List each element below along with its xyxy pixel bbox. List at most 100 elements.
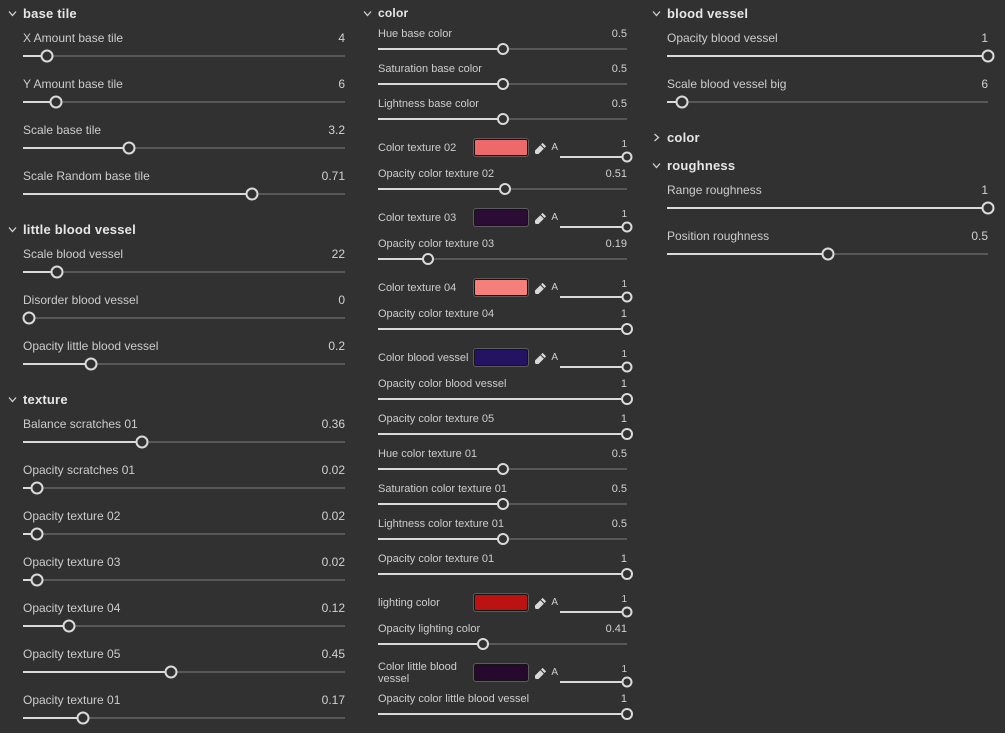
slider-track[interactable] <box>23 662 345 681</box>
alpha-slider-track[interactable] <box>560 360 633 373</box>
slider-handle[interactable] <box>496 113 509 125</box>
slider-track[interactable] <box>378 181 627 195</box>
param-value[interactable]: 0.02 <box>321 555 345 569</box>
param-value[interactable]: 0.17 <box>321 693 345 707</box>
eyedropper-icon[interactable] <box>535 142 547 154</box>
color-swatch[interactable] <box>474 279 529 296</box>
param-value[interactable]: 0.2 <box>328 339 345 353</box>
slider-handle[interactable] <box>981 201 995 215</box>
slider-track[interactable] <box>378 76 627 90</box>
section-header-color[interactable]: color <box>362 6 627 20</box>
slider-handle[interactable] <box>621 568 633 580</box>
param-value[interactable]: 0.41 <box>605 623 627 635</box>
slider-handle[interactable] <box>981 49 995 63</box>
slider-track[interactable] <box>378 566 633 580</box>
slider-handle[interactable] <box>421 253 434 265</box>
param-value[interactable]: 3.2 <box>328 123 345 137</box>
param-value[interactable]: 0.5 <box>611 28 627 40</box>
alpha-slider-handle[interactable] <box>621 361 633 372</box>
section-header-base-tile[interactable]: base tile <box>7 6 345 21</box>
param-value[interactable]: 0.19 <box>605 238 627 250</box>
param-value[interactable]: 1 <box>620 553 627 565</box>
slider-track[interactable] <box>23 354 345 373</box>
slider-track[interactable] <box>23 432 345 451</box>
param-value[interactable]: 1 <box>981 31 988 45</box>
param-value[interactable]: 1 <box>620 693 627 705</box>
slider-track[interactable] <box>378 636 627 650</box>
section-header-texture[interactable]: texture <box>7 392 345 407</box>
eyedropper-icon[interactable] <box>535 212 547 224</box>
alpha-slider-track[interactable] <box>560 290 633 303</box>
alpha-value[interactable]: 1 <box>621 348 627 360</box>
param-value[interactable]: 6 <box>338 77 345 91</box>
slider-track[interactable] <box>667 244 988 263</box>
slider-track[interactable] <box>23 138 345 157</box>
slider-track[interactable] <box>667 92 988 111</box>
alpha-slider-handle[interactable] <box>621 221 633 232</box>
param-value[interactable]: 1 <box>620 308 627 320</box>
slider-track[interactable] <box>378 321 633 335</box>
slider-handle[interactable] <box>496 463 509 475</box>
slider-handle[interactable] <box>84 357 98 371</box>
alpha-value[interactable]: 1 <box>621 663 627 675</box>
slider-handle[interactable] <box>621 428 633 440</box>
alpha-slider-track[interactable] <box>560 150 633 163</box>
param-value[interactable]: 0.5 <box>611 518 627 530</box>
slider-handle[interactable] <box>76 711 90 725</box>
slider-track[interactable] <box>23 92 345 111</box>
slider-track[interactable] <box>23 616 345 635</box>
slider-handle[interactable] <box>30 527 44 541</box>
slider-track[interactable] <box>378 251 627 265</box>
slider-track[interactable] <box>22 308 345 327</box>
param-value[interactable]: 0.12 <box>321 601 345 615</box>
color-swatch[interactable] <box>474 139 529 156</box>
section-header-color[interactable]: color <box>651 130 988 145</box>
alpha-slider-handle[interactable] <box>621 606 633 617</box>
param-value[interactable]: 0.02 <box>321 509 345 523</box>
slider-handle[interactable] <box>496 498 509 510</box>
slider-handle[interactable] <box>245 187 259 201</box>
slider-handle[interactable] <box>498 183 511 195</box>
color-swatch[interactable] <box>474 209 529 226</box>
section-header-little-blood-vessel[interactable]: little blood vessel <box>7 222 345 237</box>
slider-handle[interactable] <box>496 43 509 55</box>
eyedropper-icon[interactable] <box>535 597 547 609</box>
slider-track[interactable] <box>23 478 345 497</box>
alpha-slider-handle[interactable] <box>621 676 633 687</box>
alpha-slider-track[interactable] <box>560 220 633 233</box>
alpha-slider-handle[interactable] <box>621 151 633 162</box>
slider-handle[interactable] <box>135 435 149 449</box>
slider-handle[interactable] <box>62 619 76 633</box>
slider-track[interactable] <box>378 391 633 405</box>
param-value[interactable]: 0.51 <box>605 168 627 180</box>
slider-handle[interactable] <box>49 95 63 109</box>
slider-track[interactable] <box>378 496 627 510</box>
slider-track[interactable] <box>667 198 995 217</box>
slider-track[interactable] <box>23 262 345 281</box>
alpha-slider-track[interactable] <box>560 675 633 688</box>
alpha-value[interactable]: 1 <box>621 593 627 605</box>
param-value[interactable]: 0 <box>338 293 345 307</box>
param-value[interactable]: 6 <box>981 77 988 91</box>
alpha-value[interactable]: 1 <box>621 138 627 150</box>
slider-handle[interactable] <box>496 533 509 545</box>
slider-track[interactable] <box>378 706 633 720</box>
alpha-slider-track[interactable] <box>560 605 633 618</box>
slider-track[interactable] <box>378 41 627 55</box>
alpha-value[interactable]: 1 <box>621 208 627 220</box>
slider-handle[interactable] <box>476 638 489 650</box>
param-value[interactable]: 0.71 <box>321 169 345 183</box>
slider-track[interactable] <box>378 461 627 475</box>
param-value[interactable]: 4 <box>338 31 345 45</box>
slider-handle[interactable] <box>164 665 178 679</box>
color-swatch[interactable] <box>474 664 529 681</box>
param-value[interactable]: 22 <box>331 247 345 261</box>
slider-handle[interactable] <box>621 708 633 720</box>
slider-handle[interactable] <box>496 78 509 90</box>
slider-handle[interactable] <box>50 265 64 279</box>
slider-handle[interactable] <box>821 247 834 261</box>
slider-handle[interactable] <box>122 141 136 155</box>
slider-track[interactable] <box>378 531 627 545</box>
color-swatch[interactable] <box>474 594 529 611</box>
param-value[interactable]: 0.45 <box>321 647 345 661</box>
